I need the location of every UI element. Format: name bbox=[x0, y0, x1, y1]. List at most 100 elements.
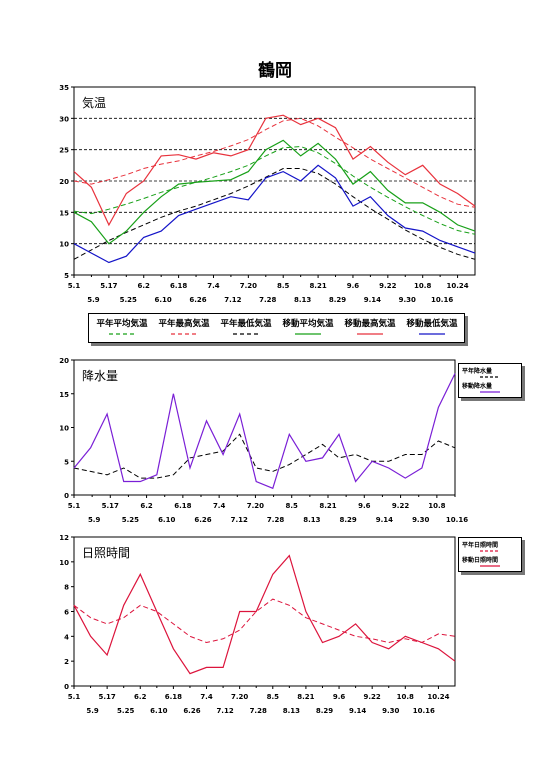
precipitation-ytick-label: 15 bbox=[59, 391, 69, 399]
sunshine-xtick-label-bottom: 9.30 bbox=[382, 707, 399, 715]
temperature-xtick-label-top: 5.1 bbox=[68, 282, 81, 290]
temperature-panel-label: 気温 bbox=[82, 95, 106, 110]
legend-swatch bbox=[357, 333, 383, 335]
temperature-ytick-label: 30 bbox=[59, 115, 69, 123]
precipitation-ytick-label: 5 bbox=[64, 458, 69, 466]
legend-label: 平年最高気温 bbox=[158, 319, 210, 329]
temperature-series-1 bbox=[73, 117, 476, 208]
precipitation-xtick-label-top: 6.18 bbox=[174, 502, 191, 510]
precipitation-series-0 bbox=[73, 433, 456, 479]
sunshine-xtick-label-bottom: 8.13 bbox=[283, 707, 300, 715]
precipitation-xtick-label-top: 5.1 bbox=[68, 502, 81, 510]
precipitation-xtick-label-bottom: 6.26 bbox=[194, 516, 211, 524]
temperature-xtick-label-bottom: 10.16 bbox=[431, 296, 453, 304]
legend-swatch bbox=[480, 376, 500, 378]
precipitation-xtick-label-bottom: 8.13 bbox=[303, 516, 320, 524]
legend-swatch bbox=[171, 333, 197, 335]
precipitation-xtick-label-top: 7.20 bbox=[247, 502, 264, 510]
temperature-xtick-label-bottom: 9.14 bbox=[364, 296, 381, 304]
temperature-xtick-label-top: 5.17 bbox=[100, 282, 117, 290]
precipitation-xtick-label-bottom: 9.30 bbox=[412, 516, 429, 524]
sunshine-xtick-label-bottom: 5.9 bbox=[86, 707, 99, 715]
legend-item: 移動日照時間 bbox=[462, 555, 518, 568]
legend-swatch bbox=[109, 333, 135, 335]
precipitation-xtick-label-top: 8.5 bbox=[286, 502, 299, 510]
sunshine-ytick-label: 0 bbox=[64, 683, 69, 691]
sunshine-xtick-label-top: 7.20 bbox=[231, 693, 248, 701]
sunshine-ytick-label: 4 bbox=[64, 633, 69, 641]
precipitation-xtick-label-top: 8.21 bbox=[319, 502, 336, 510]
sunshine-xtick-label-bottom: 6.10 bbox=[150, 707, 167, 715]
temperature-series-3 bbox=[73, 139, 476, 245]
temperature-series-5 bbox=[73, 164, 476, 264]
precipitation-xtick-label-top: 5.17 bbox=[102, 502, 119, 510]
temperature-series-4 bbox=[73, 114, 476, 227]
temperature-ytick-label: 20 bbox=[59, 178, 69, 186]
temperature-xtick-label-top: 8.5 bbox=[277, 282, 290, 290]
sunshine-xtick-label-top: 7.4 bbox=[200, 693, 213, 701]
legend-label: 平年日照時間 bbox=[462, 542, 499, 549]
precipitation-xtick-label-bottom: 7.12 bbox=[231, 516, 248, 524]
legend-item: 移動平均気温 bbox=[277, 317, 339, 336]
sunshine-series-0 bbox=[73, 598, 456, 644]
temperature-series-2 bbox=[73, 168, 476, 260]
legend-label: 移動日照時間 bbox=[462, 557, 499, 564]
precipitation-series-1 bbox=[73, 373, 456, 490]
sunshine-ytick-label: 10 bbox=[59, 559, 69, 567]
sunshine-xtick-label-top: 5.17 bbox=[98, 693, 115, 701]
temperature-xtick-label-top: 7.4 bbox=[207, 282, 220, 290]
temperature-ytick-label: 35 bbox=[59, 84, 69, 92]
temperature-ytick-label: 5 bbox=[64, 272, 69, 280]
temperature-xtick-label-top: 9.6 bbox=[347, 282, 360, 290]
temperature-xtick-label-top: 6.18 bbox=[170, 282, 187, 290]
temperature-xtick-label-bottom: 8.13 bbox=[294, 296, 311, 304]
legend-swatch bbox=[480, 550, 500, 552]
legend-item: 平年日照時間 bbox=[462, 540, 518, 553]
sunshine-panel-label: 日照時間 bbox=[82, 546, 130, 560]
precipitation-xtick-label-bottom: 5.25 bbox=[122, 516, 139, 524]
temperature-xtick-label-bottom: 9.30 bbox=[399, 296, 416, 304]
sunshine-ytick-label: 12 bbox=[59, 534, 69, 542]
legend-item: 平年平均気温 bbox=[91, 317, 153, 336]
temperature-xtick-label-bottom: 6.26 bbox=[189, 296, 206, 304]
legend-label: 移動降水量 bbox=[462, 383, 493, 390]
legend-item: 平年最高気温 bbox=[153, 317, 215, 336]
precipitation-ytick-label: 10 bbox=[59, 425, 69, 433]
precipitation-legend: 平年降水量移動降水量 bbox=[458, 363, 522, 398]
sunshine-xtick-label-bottom: 6.26 bbox=[183, 707, 200, 715]
legend-item: 平年降水量 bbox=[462, 366, 518, 379]
sunshine-ytick-label: 8 bbox=[64, 584, 69, 592]
sunshine-xtick-label-bottom: 7.28 bbox=[250, 707, 267, 715]
precipitation-xtick-label-top: 7.4 bbox=[213, 502, 226, 510]
sunshine-ytick-label: 2 bbox=[64, 658, 69, 666]
temperature-series-0 bbox=[73, 145, 476, 235]
precipitation-xtick-label-bottom: 10.16 bbox=[446, 516, 468, 524]
sunshine-xtick-label-top: 6.2 bbox=[134, 693, 147, 701]
legend-label: 平年平均気温 bbox=[96, 319, 148, 329]
precipitation-xtick-label-bottom: 9.14 bbox=[376, 516, 393, 524]
temperature-xtick-label-top: 10.24 bbox=[446, 282, 468, 290]
sunshine-xtick-label-bottom: 5.25 bbox=[117, 707, 134, 715]
sunshine-xtick-label-bottom: 10.16 bbox=[413, 707, 435, 715]
legend-swatch bbox=[480, 565, 500, 567]
temperature-xtick-label-top: 6.2 bbox=[138, 282, 151, 290]
precipitation-xtick-label-top: 9.22 bbox=[392, 502, 409, 510]
sunshine-series-1 bbox=[73, 554, 456, 675]
legend-label: 平年最低気温 bbox=[220, 319, 272, 329]
temperature-xtick-label-top: 7.20 bbox=[240, 282, 257, 290]
sunshine-xtick-label-top: 8.5 bbox=[267, 693, 280, 701]
precipitation-panel-label: 降水量 bbox=[82, 369, 118, 383]
sunshine-xtick-label-bottom: 9.14 bbox=[349, 707, 366, 715]
temperature-xtick-label-top: 9.22 bbox=[379, 282, 396, 290]
temperature-xtick-label-bottom: 7.28 bbox=[259, 296, 276, 304]
legend-label: 移動最高気温 bbox=[344, 319, 396, 329]
sunshine-xtick-label-top: 9.6 bbox=[333, 693, 346, 701]
temperature-xtick-label-top: 10.8 bbox=[414, 282, 431, 290]
sunshine-xtick-label-top: 6.18 bbox=[165, 693, 182, 701]
temperature-ytick-label: 10 bbox=[59, 241, 69, 249]
precipitation-xtick-label-top: 10.8 bbox=[428, 502, 445, 510]
legend-label: 平年降水量 bbox=[462, 368, 493, 375]
legend-label: 移動最低気温 bbox=[406, 319, 458, 329]
sunshine-xtick-label-top: 8.21 bbox=[297, 693, 314, 701]
